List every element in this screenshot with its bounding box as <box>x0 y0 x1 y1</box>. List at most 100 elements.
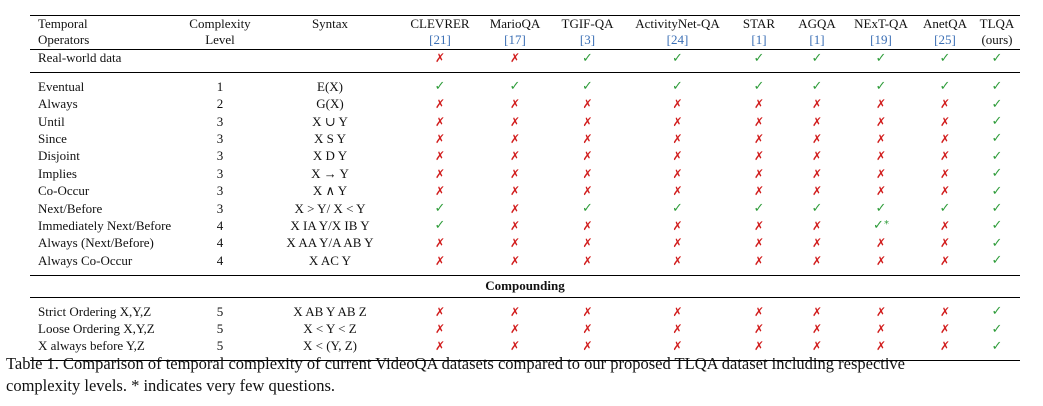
operator-syntax: E(X) <box>260 72 400 96</box>
mark-cell: ✓ <box>730 48 788 73</box>
cross-icon: ✗ <box>434 236 446 251</box>
cross-icon: ✗ <box>939 236 951 251</box>
cross-icon: ✗ <box>582 339 593 354</box>
cross-icon: ✗ <box>753 184 765 199</box>
dataset-ref[interactable]: [24] <box>666 32 689 48</box>
mark-cell: ✗ <box>550 337 625 362</box>
check-icon: ✓ <box>434 218 446 234</box>
mark-cell: ✗ <box>625 235 730 252</box>
operator-syntax: X AB Y AB Z <box>260 297 400 321</box>
mark-cell: ✗ <box>625 148 730 165</box>
mark-cell: ✗ <box>788 183 846 200</box>
mark-cell: ✗ <box>730 235 788 252</box>
dataset-ref[interactable]: [19] <box>870 32 892 48</box>
mark-cell: ✗ <box>625 96 730 113</box>
operator-row: Until 3 X ∪ Y ✗ ✗ ✗ ✗ ✗ ✗ ✗ ✗ ✓ <box>30 113 1020 130</box>
mark-cell: ✗ <box>400 130 480 147</box>
dataset-ref[interactable]: [1] <box>751 32 767 48</box>
mark-cell: ✗ <box>550 148 625 165</box>
mark-cell: ✓ <box>730 72 788 96</box>
cross-icon: ✗ <box>811 166 823 181</box>
complexity-level: 3 <box>216 200 224 216</box>
cross-icon: ✗ <box>811 114 823 129</box>
mark-cell: ✗ <box>400 165 480 182</box>
operator-row: Eventual 1 E(X) ✓ ✓ ✓ ✓ ✓ ✓ ✓ ✓ ✓ <box>30 72 1020 96</box>
mark-cell: ✗ <box>730 96 788 113</box>
cross-icon: ✗ <box>672 236 683 251</box>
caption-line2: complexity levels. * indicates very few … <box>6 376 336 395</box>
mark-cell: ✓ <box>916 72 974 96</box>
header-dataset: AnetQA [25] <box>916 15 974 50</box>
check-icon: ✓ <box>991 218 1003 234</box>
dataset-ref[interactable]: [1] <box>809 32 825 48</box>
operator-name: Always (Next/Before) <box>38 235 154 251</box>
check-icon: ✓ <box>509 79 521 95</box>
cross-icon: ✗ <box>753 131 765 146</box>
dataset-ref[interactable]: [3] <box>579 32 596 48</box>
check-icon: ✓ <box>991 321 1003 337</box>
cross-icon: ✗ <box>939 184 951 199</box>
mark-cell: ✓ <box>550 200 625 217</box>
dataset-ref[interactable]: [21] <box>429 32 451 48</box>
header-complexity-line2: Level <box>205 32 235 48</box>
operator-name: Eventual <box>30 72 180 96</box>
dataset-ref[interactable]: [17] <box>504 32 526 48</box>
mark-cell: ✗ <box>846 148 916 165</box>
cross-icon: ✗ <box>509 253 521 268</box>
mark-cell: ✗ <box>550 96 625 113</box>
cross-icon: ✗ <box>582 236 593 251</box>
check-icon: ✓ <box>991 253 1003 269</box>
operator-syntax: X D Y <box>312 148 348 164</box>
check-icon: ✓ <box>875 201 887 217</box>
few-questions-asterisk: * <box>883 219 889 231</box>
header-dataset: STAR [1] <box>730 15 788 50</box>
operator-row: Co-Occur 3 X ∧ Y ✗ ✗ ✗ ✗ ✗ ✗ ✗ ✗ ✓ <box>30 183 1020 200</box>
cross-icon: ✗ <box>434 149 446 164</box>
mark-cell: ✗ <box>730 165 788 182</box>
mark-cell: ✗ <box>730 337 788 362</box>
complexity-level: 2 <box>216 96 224 112</box>
cross-icon: ✗ <box>434 166 446 181</box>
mark-cell: ✗ <box>730 183 788 200</box>
check-icon: ✓ <box>582 50 593 66</box>
cross-icon: ✗ <box>939 166 951 181</box>
mark-cell: ✗ <box>550 297 625 321</box>
cross-icon: ✗ <box>672 131 683 146</box>
cross-icon: ✗ <box>509 97 521 112</box>
check-icon: ✓ <box>991 114 1003 130</box>
complexity-level: 3 <box>216 113 224 129</box>
mark-cell: ✓ <box>625 200 730 217</box>
dataset-ref[interactable]: [25] <box>934 32 956 48</box>
cross-icon: ✗ <box>811 304 823 319</box>
header-dataset: MarioQA [17] <box>480 15 550 50</box>
cross-icon: ✗ <box>509 149 521 164</box>
mark-cell: ✗ <box>846 165 916 182</box>
mark-cell: ✗ <box>400 183 480 200</box>
check-icon: ✓ <box>811 201 823 217</box>
mark-cell: ✓ <box>974 217 1020 234</box>
compound-row: Strict Ordering X,Y,Z 5 X AB Y AB Z ✗ ✗ ✗ ✗ ✗ ✗ ✗… <box>30 297 1020 321</box>
mark-cell: ✗ <box>550 113 625 130</box>
cross-icon: ✗ <box>509 184 521 199</box>
mark-cell: ✗ <box>846 321 916 338</box>
mark-cell: ✓ <box>974 96 1020 113</box>
mark-cell: ✗ <box>480 217 550 234</box>
mark-cell: ✗ <box>788 252 846 275</box>
mark-cell: ✓ <box>400 72 480 96</box>
cross-icon: ✗ <box>434 253 446 268</box>
compounding-label: Compounding <box>30 274 1020 298</box>
dataset-name: TGIF-QA <box>561 16 614 31</box>
cross-icon: ✗ <box>811 184 823 199</box>
operator-syntax: G(X) <box>316 96 344 112</box>
mark-cell: ✗ <box>916 148 974 165</box>
realworld-row: Real-world data ✗ ✗ ✓ ✓ ✓ ✓ ✓ ✓ ✓ <box>30 48 1020 73</box>
operator-row: Always 2 G(X) ✗ ✗ ✗ ✗ ✗ ✗ ✗ ✗ ✓ <box>30 96 1020 113</box>
dataset-name: STAR <box>742 16 776 31</box>
cross-icon: ✗ <box>672 304 683 319</box>
mark-cell: ✓ <box>788 48 846 73</box>
cross-icon: ✗ <box>753 339 765 354</box>
operator-name: X always before Y,Z <box>30 337 180 362</box>
mark-cell: ✓ <box>916 48 974 73</box>
mark-cell: ✗ <box>846 297 916 321</box>
mark-cell: ✗ <box>846 252 916 275</box>
